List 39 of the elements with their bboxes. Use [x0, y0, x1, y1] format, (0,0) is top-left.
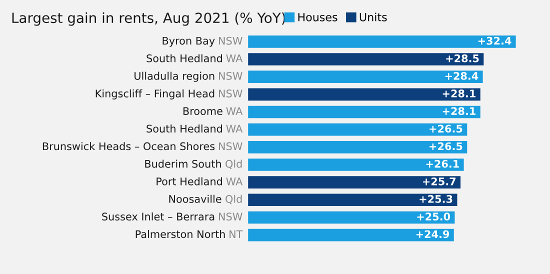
bar: [248, 176, 461, 188]
y-tick-label: Brunswick Heads – Ocean Shores NSW: [42, 142, 242, 150]
data-label: +25.7: [423, 177, 456, 186]
data-label: +28.5: [446, 54, 479, 62]
y-tick-label: Ulladulla region NSW: [134, 72, 242, 82]
legend-label: Units: [360, 12, 387, 22]
bar: [248, 70, 483, 83]
bar: [248, 123, 468, 136]
y-tick-label: Byron Bay NSW: [162, 36, 242, 47]
bar: [248, 106, 480, 118]
data-label: +28.4: [445, 72, 478, 80]
bar: [248, 211, 455, 224]
y-tick-label: Sussex Inlet – Berrara NSW: [102, 212, 242, 221]
bar: [248, 53, 484, 66]
data-label: +24.9: [416, 230, 450, 238]
y-tick-label: South Hedland WA: [146, 54, 243, 62]
y-tick-label: Broome WA: [183, 107, 243, 116]
data-label: +28.1: [442, 90, 476, 98]
bar: [248, 88, 480, 101]
legend-label: Houses: [298, 13, 338, 22]
data-label: +28.1: [442, 107, 476, 116]
bar: [248, 194, 458, 206]
data-label: +25.0: [417, 212, 450, 221]
y-tick-label: South Hedland WA: [146, 124, 243, 133]
y-tick-label: Port Hedland WA: [156, 177, 243, 186]
bar: [248, 228, 454, 242]
data-label: +26.5: [430, 124, 462, 133]
y-tick-label: Buderim South Qld: [145, 160, 242, 169]
data-label: +26.5: [430, 142, 462, 150]
data-label: +26.1: [426, 160, 459, 168]
bar: [248, 141, 468, 154]
y-tick-label: Palmerston North NT: [136, 230, 243, 238]
data-label: +25.3: [420, 195, 452, 203]
bar: [248, 158, 464, 171]
y-tick-label: Kingscliff – Fingal Head NSW: [96, 89, 242, 100]
data-label: +32.4: [478, 36, 512, 45]
bar: [248, 36, 516, 48]
chart-title: Largest gain in rents, Aug 2021 (% YoY): [12, 12, 286, 26]
y-tick-label: Noosaville Qld: [169, 194, 242, 204]
